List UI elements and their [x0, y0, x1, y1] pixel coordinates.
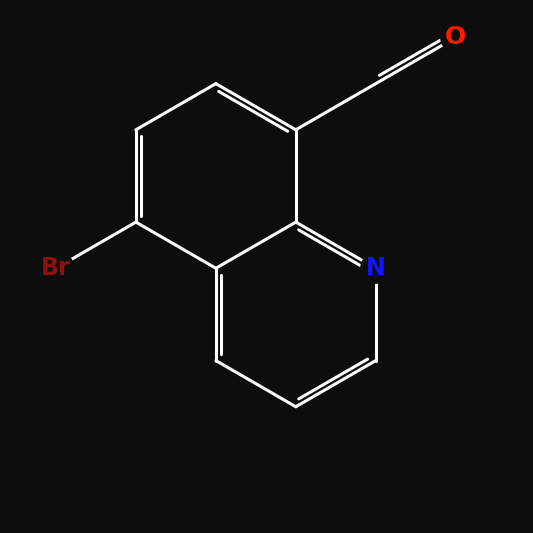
Circle shape [361, 253, 391, 283]
Text: N: N [366, 256, 386, 280]
Circle shape [38, 251, 74, 286]
Circle shape [441, 22, 471, 52]
Text: Br: Br [41, 256, 71, 280]
Text: O: O [445, 26, 466, 50]
